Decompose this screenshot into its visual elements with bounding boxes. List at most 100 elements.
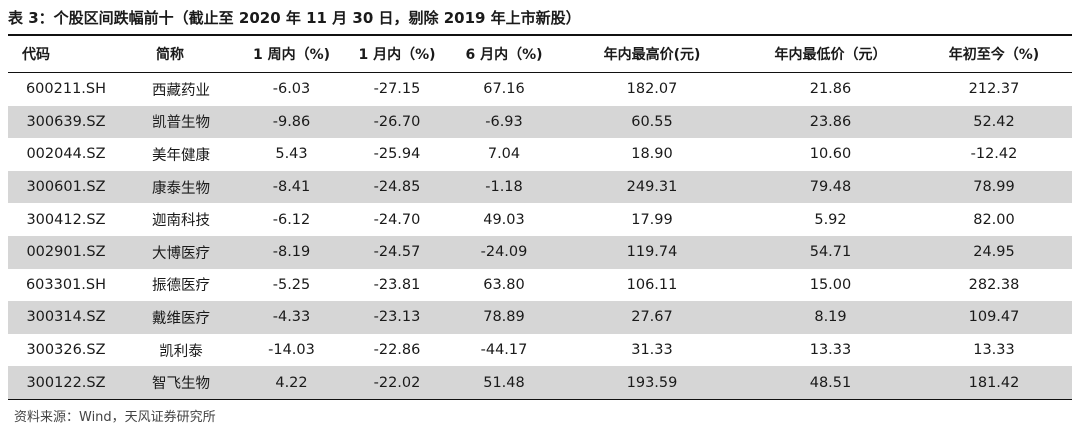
cell-name: 凯普生物 <box>152 115 210 132</box>
cell-year-high: 60.55 <box>631 113 673 130</box>
cell-1month: -23.13 <box>373 309 421 326</box>
cell-year-high: 182.07 <box>626 81 678 98</box>
cell-6month: 78.89 <box>483 309 525 326</box>
table-row: 603301.SH 振德医疗 -5.25 -23.81 63.80 106.11 15.00… <box>8 269 1072 302</box>
header-1month: 1 月内（%) <box>358 47 436 63</box>
cell-year-low: 79.48 <box>809 179 852 196</box>
cell-ytd: 13.33 <box>973 342 1015 359</box>
cell-1week: -8.41 <box>272 179 311 196</box>
cell-year-high: 106.11 <box>626 276 678 293</box>
cell-name: 智飞生物 <box>152 376 210 393</box>
cell-6month: 51.48 <box>483 374 525 391</box>
cell-name: 迦南科技 <box>152 213 210 230</box>
cell-name: 美年健康 <box>152 147 210 164</box>
header-1week: 1 周内（%) <box>252 47 331 63</box>
cell-ytd: 82.00 <box>973 211 1015 228</box>
cell-code: 603301.SH <box>25 276 107 293</box>
cell-year-low: 8.19 <box>814 309 847 326</box>
cell-ytd: 78.99 <box>973 179 1015 196</box>
cell-code: 300122.SZ <box>26 374 106 391</box>
header-name: 简称 <box>156 47 184 63</box>
table-row: 300122.SZ 智飞生物 4.22 -22.02 51.48 193.59 48.51 1… <box>8 366 1072 399</box>
cell-name: 康泰生物 <box>152 180 210 197</box>
cell-year-low: 54.71 <box>809 244 852 261</box>
cell-year-low: 21.86 <box>809 81 852 98</box>
cell-6month: -1.18 <box>485 179 523 196</box>
stock-decline-table: 代码 简称 1 周内（%) 1 月内（%) 6 月内（%) 年内最高价(元) 年… <box>8 34 1072 400</box>
cell-code: 300601.SZ <box>26 179 106 196</box>
header-year-low: 年内最低价（元） <box>774 47 887 63</box>
table-row: 300639.SZ 凯普生物 -9.86 -26.70 -6.93 60.55 23.86 5… <box>8 105 1072 139</box>
cell-ytd: 181.42 <box>968 374 1020 391</box>
cell-1week: -9.86 <box>272 113 311 130</box>
cell-6month: 67.16 <box>483 81 525 98</box>
cell-name: 大博医疗 <box>152 245 210 262</box>
cell-6month: 49.03 <box>483 211 525 228</box>
cell-1month: -27.15 <box>373 81 421 98</box>
cell-ytd: 109.47 <box>968 309 1020 326</box>
cell-6month: -44.17 <box>480 342 528 359</box>
cell-code: 002044.SZ <box>26 146 106 163</box>
cell-1week: -8.19 <box>272 244 311 261</box>
cell-1month: -22.02 <box>373 374 421 391</box>
cell-ytd: 52.42 <box>973 113 1015 130</box>
header-ytd: 年初至今（%) <box>948 47 1040 63</box>
cell-year-low: 10.60 <box>809 146 852 163</box>
cell-ytd: 212.37 <box>968 81 1020 98</box>
cell-1month: -23.81 <box>373 276 421 293</box>
cell-year-high: 119.74 <box>626 244 678 261</box>
cell-year-high: 31.33 <box>631 342 673 359</box>
cell-year-low: 15.00 <box>809 276 852 293</box>
cell-6month: 63.80 <box>483 276 525 293</box>
cell-year-high: 193.59 <box>626 374 678 391</box>
table-row: 002044.SZ 美年健康 5.43 -25.94 7.04 18.90 10.60 -12… <box>8 138 1072 171</box>
cell-year-low: 13.33 <box>809 342 852 359</box>
cell-name: 西藏药业 <box>152 82 210 99</box>
cell-1week: 4.22 <box>275 374 308 391</box>
cell-6month: -24.09 <box>480 244 528 261</box>
cell-1week: -6.12 <box>272 211 311 228</box>
cell-year-low: 5.92 <box>814 211 847 228</box>
table-header-row: 代码 简称 1 周内（%) 1 月内（%) 6 月内（%) 年内最高价(元) 年… <box>8 36 1072 73</box>
cell-1week: -6.03 <box>272 81 311 98</box>
cell-ytd: 24.95 <box>973 244 1015 261</box>
cell-1week: -14.03 <box>268 342 315 359</box>
cell-name: 振德医疗 <box>152 278 210 295</box>
cell-year-high: 27.67 <box>631 309 673 326</box>
cell-code: 002901.SZ <box>26 244 106 261</box>
cell-year-high: 17.99 <box>631 211 673 228</box>
cell-1week: -4.33 <box>272 309 311 326</box>
cell-code: 300326.SZ <box>26 342 106 359</box>
cell-1month: -24.85 <box>373 179 421 196</box>
cell-ytd: -12.42 <box>970 146 1018 163</box>
cell-code: 300314.SZ <box>26 309 106 326</box>
cell-name: 凯利泰 <box>159 343 203 360</box>
header-6month: 6 月内（%) <box>465 47 543 63</box>
cell-1month: -24.57 <box>373 244 421 261</box>
table-row: 300326.SZ 凯利泰 -14.03 -22.86 -44.17 31.33 13.33… <box>8 334 1072 367</box>
table-row: 300314.SZ 戴维医疗 -4.33 -23.13 78.89 27.67 8.19 10… <box>8 301 1072 334</box>
cell-1month: -24.70 <box>373 211 421 228</box>
table-title: 表 3：个股区间跌幅前十（截止至 2020 年 11 月 30 日，剔除 201… <box>8 9 581 27</box>
cell-1month: -22.86 <box>373 342 421 359</box>
cell-year-high: 249.31 <box>626 179 678 196</box>
cell-code: 300639.SZ <box>26 113 106 130</box>
cell-year-high: 18.90 <box>631 146 673 163</box>
table-body: 600211.SH 西藏药业 -6.03 -27.15 67.16 182.07 21.86… <box>8 73 1072 399</box>
cell-year-low: 48.51 <box>809 374 852 391</box>
cell-year-low: 23.86 <box>809 113 852 130</box>
header-year-high: 年内最高价(元) <box>603 47 701 63</box>
table-row: 002901.SZ 大博医疗 -8.19 -24.57 -24.09 119.74 54.7… <box>8 235 1072 269</box>
cell-6month: 7.04 <box>487 146 521 163</box>
cell-1week: 5.43 <box>275 146 308 163</box>
table-row: 300412.SZ 迦南科技 -6.12 -24.70 49.03 17.99 5.92 82… <box>8 203 1072 236</box>
cell-code: 600211.SH <box>25 81 107 98</box>
cell-name: 戴维医疗 <box>152 310 210 327</box>
table-row: 300601.SZ 康泰生物 -8.41 -24.85 -1.18 249.31 79.48… <box>8 170 1072 204</box>
source-note: 资料来源：Wind，天风证券研究所 <box>14 410 216 425</box>
header-code: 代码 <box>22 47 50 63</box>
cell-code: 300412.SZ <box>26 211 106 228</box>
cell-1week: -5.25 <box>272 276 311 293</box>
cell-ytd: 282.38 <box>968 276 1020 293</box>
cell-1month: -25.94 <box>373 146 421 163</box>
